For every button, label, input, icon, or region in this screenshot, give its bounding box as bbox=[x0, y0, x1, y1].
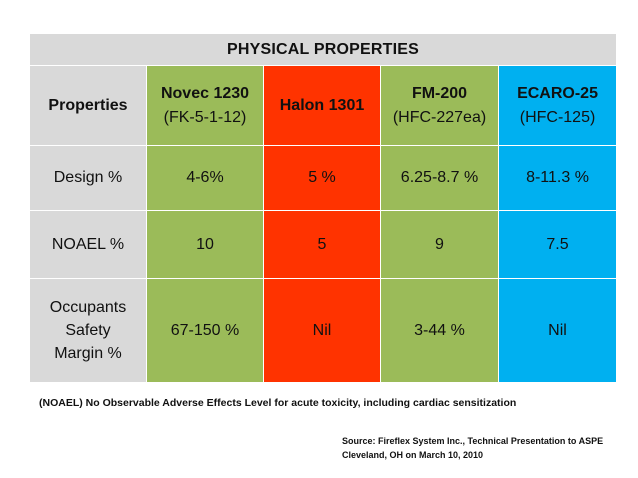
table-cell: 8-11.3 % bbox=[497, 145, 618, 211]
header-row: Properties Novec 1230 (FK-5-1-12) Halon … bbox=[29, 65, 618, 146]
column-header-fm200: FM-200 (HFC-227ea) bbox=[380, 65, 499, 146]
row-label: Design % bbox=[29, 145, 147, 211]
noael-footnote: (NOAEL) No Observable Adverse Effects Le… bbox=[39, 397, 517, 409]
column-sub: (FK-5-1-12) bbox=[163, 108, 247, 126]
column-header-halon: Halon 1301 bbox=[263, 65, 381, 146]
column-sub: (HFC-227ea) bbox=[392, 108, 487, 126]
table-cell: 67-150 % bbox=[146, 278, 264, 383]
row-label-line: Safety bbox=[65, 322, 111, 339]
table-row-noael: NOAEL % 10 5 9 7.5 bbox=[29, 210, 618, 279]
row-label-line: Margin % bbox=[54, 345, 122, 362]
table-cell: 4-6% bbox=[146, 145, 264, 211]
table-cell: 5 % bbox=[263, 145, 381, 211]
table-cell: 9 bbox=[380, 210, 499, 279]
column-name: ECARO-25 bbox=[517, 84, 598, 102]
column-name: Halon 1301 bbox=[279, 96, 365, 114]
source-citation: Source: Fireflex System Inc., Technical … bbox=[342, 434, 603, 462]
column-header-novec: Novec 1230 (FK-5-1-12) bbox=[146, 65, 264, 146]
table-cell: 5 bbox=[263, 210, 381, 279]
column-name: FM-200 bbox=[411, 84, 468, 102]
table-cell: Nil bbox=[497, 278, 618, 383]
table-row-occupants-safety: Occupants Safety Margin % 67-150 % Nil 3… bbox=[29, 278, 618, 383]
physical-properties-table: PHYSICAL PROPERTIES Properties Novec 123… bbox=[28, 33, 618, 383]
table-cell: 6.25-8.7 % bbox=[380, 145, 499, 211]
table-cell: 7.5 bbox=[497, 210, 618, 279]
source-line: Cleveland, OH on March 10, 2010 bbox=[342, 450, 484, 460]
table-row-design: Design % 4-6% 5 % 6.25-8.7 % 8-11.3 % bbox=[29, 145, 618, 211]
table-cell: Nil bbox=[263, 278, 381, 383]
column-header-ecaro: ECARO-25 (HFC-125) bbox=[497, 65, 618, 146]
row-label: Occupants Safety Margin % bbox=[29, 278, 147, 383]
table-title: PHYSICAL PROPERTIES bbox=[28, 33, 618, 66]
header-label: Properties bbox=[29, 65, 147, 146]
row-label-line: Occupants bbox=[49, 299, 127, 316]
column-sub: (HFC-125) bbox=[519, 108, 596, 126]
table-cell: 3-44 % bbox=[380, 278, 499, 383]
column-name: Novec 1230 bbox=[160, 84, 250, 102]
row-label: NOAEL % bbox=[29, 210, 147, 279]
table-cell: 10 bbox=[146, 210, 264, 279]
source-line: Source: Fireflex System Inc., Technical … bbox=[342, 436, 604, 446]
